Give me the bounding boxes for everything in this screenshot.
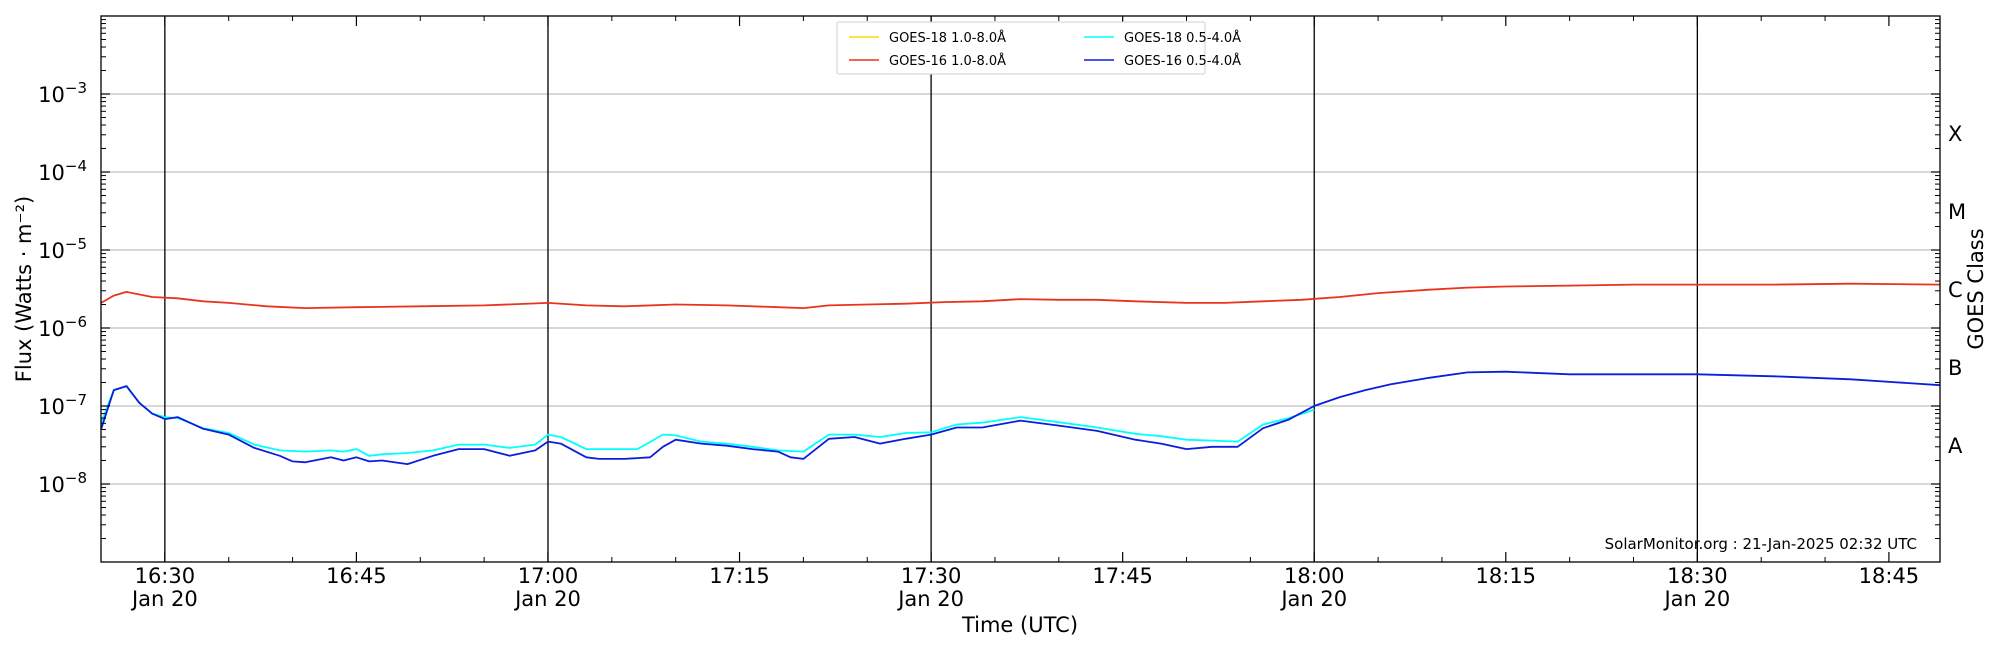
goes-class-label: B (1948, 356, 1962, 380)
legend-label: GOES-16 0.5-4.0Å (1124, 53, 1241, 69)
legend-label: GOES-18 1.0-8.0Å (889, 30, 1006, 46)
legend-label: GOES-16 1.0-8.0Å (889, 53, 1006, 69)
x-tick-date-label: Jan 20 (130, 587, 198, 611)
x-tick-label: 17:30 (901, 564, 962, 588)
x-tick-label: 18:00 (1284, 564, 1345, 588)
vertical-time-markers (164, 16, 1699, 562)
x-tick-label: 16:45 (326, 564, 387, 588)
x-tick-date-label: Jan 20 (513, 587, 581, 611)
y-tick-label: 10−5 (38, 235, 87, 263)
x-tick-label: 17:00 (518, 564, 579, 588)
goes-class-label: A (1948, 434, 1963, 458)
x-tick-label: 18:15 (1476, 564, 1537, 588)
y-tick-label: 10−7 (38, 391, 87, 419)
y2-axis-label: GOES Class (1964, 228, 1988, 349)
series-line (100, 370, 1941, 466)
x-tick-date-label: Jan 20 (1279, 587, 1347, 611)
goes-class-labels: A B C M X (1948, 122, 1966, 458)
x-tick-date-label: Jan 20 (896, 587, 964, 611)
y-tick-label: 10−8 (38, 469, 87, 497)
data-series (100, 282, 1941, 466)
axis-ticks (100, 16, 1940, 562)
x-tick-label: 17:15 (709, 564, 770, 588)
series-line (100, 282, 1941, 310)
y-tick-label: 10−3 (38, 79, 87, 107)
x-axis-label: Time (UTC) (961, 613, 1078, 637)
y-tick-label: 10−6 (38, 313, 87, 341)
legend-box (836, 21, 1206, 75)
goes-class-label: M (1948, 200, 1966, 224)
x-tick-label: 16:30 (135, 564, 196, 588)
legend: GOES-18 1.0-8.0Å GOES-16 1.0-8.0Å GOES-18 … (836, 21, 1241, 75)
goes-class-label: X (1948, 122, 1962, 146)
x-tick-label: 18:30 (1667, 564, 1728, 588)
y-tick-label: 10−4 (38, 157, 87, 185)
y-tick-labels: 10−8 10−7 10−6 10−5 10−4 10−3 (38, 79, 87, 497)
x-tick-label: 18:45 (1859, 564, 1920, 588)
source-annotation: SolarMonitor.org : 21-Jan-2025 02:32 UTC (1605, 535, 1917, 553)
y-axis-label: Flux (Watts · m⁻²) (12, 196, 36, 382)
grid-lines (101, 93, 1940, 485)
series-line (100, 385, 1315, 457)
x-tick-label: 17:45 (1092, 564, 1153, 588)
legend-label: GOES-18 0.5-4.0Å (1124, 30, 1241, 46)
x-tick-date-label: Jan 20 (1662, 587, 1730, 611)
goes-class-label: C (1948, 278, 1963, 302)
plot-frame (100, 15, 1941, 563)
